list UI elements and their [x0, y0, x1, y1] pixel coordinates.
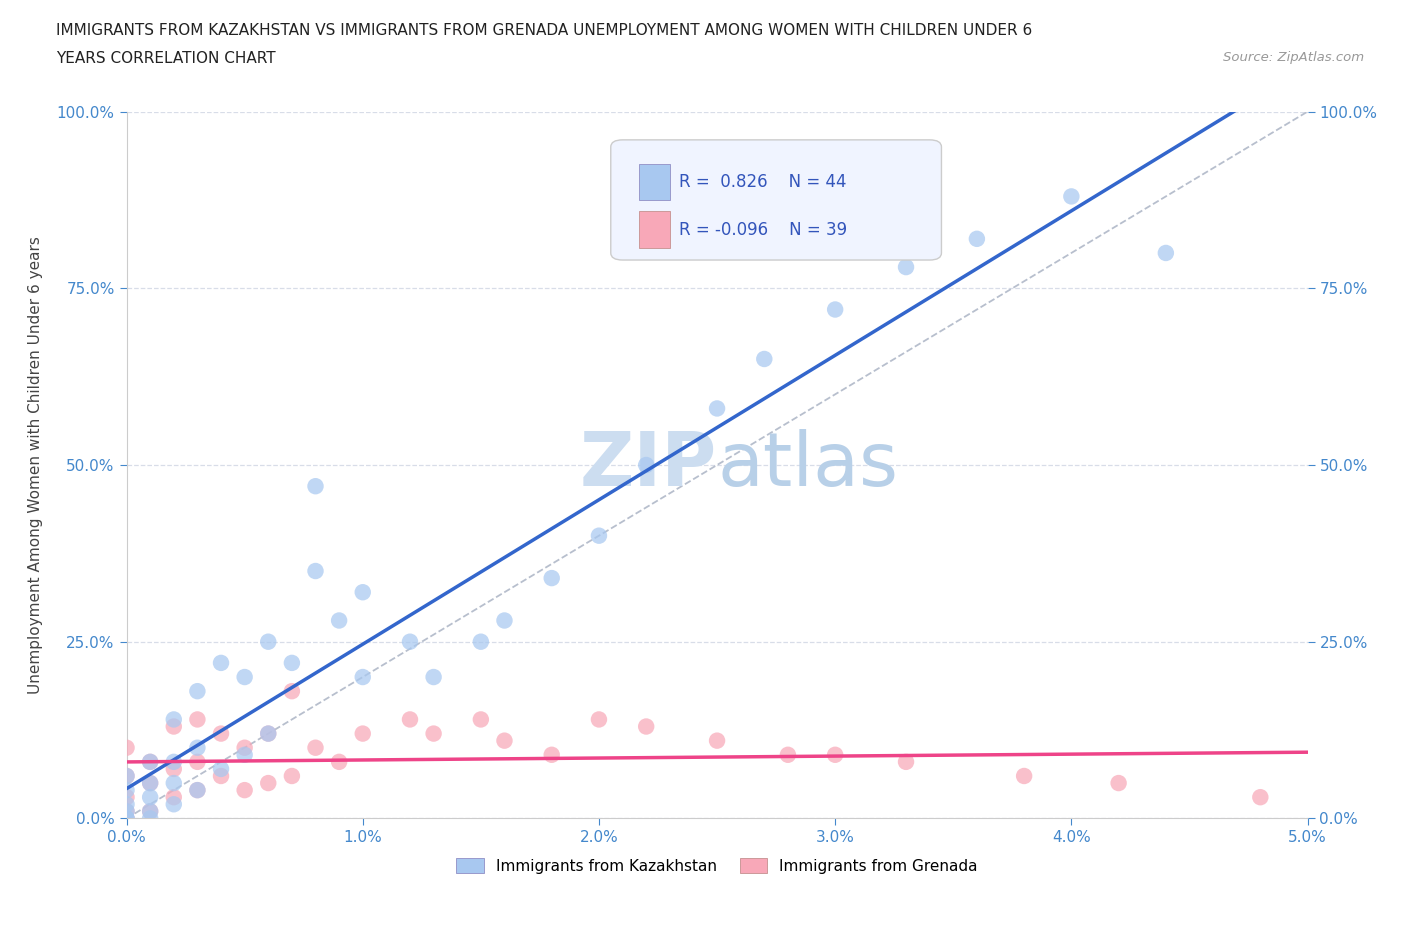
Text: YEARS CORRELATION CHART: YEARS CORRELATION CHART — [56, 51, 276, 66]
Point — [257, 776, 280, 790]
Point — [115, 811, 138, 826]
Text: R = -0.096    N = 39: R = -0.096 N = 39 — [679, 220, 848, 239]
Point — [470, 634, 492, 649]
Point — [422, 726, 444, 741]
Text: ZIP: ZIP — [579, 429, 717, 501]
Point — [894, 259, 917, 274]
Point — [163, 762, 186, 777]
Point — [233, 670, 256, 684]
Point — [115, 768, 138, 783]
Point — [163, 790, 186, 804]
Point — [1012, 768, 1035, 783]
Point — [233, 748, 256, 763]
Point — [163, 712, 186, 727]
Text: R =  0.826    N = 44: R = 0.826 N = 44 — [679, 173, 846, 191]
Point — [352, 726, 374, 741]
Point — [824, 302, 846, 317]
Point — [186, 684, 208, 698]
Point — [209, 726, 232, 741]
Point — [233, 740, 256, 755]
Point — [706, 401, 728, 416]
Point — [1108, 776, 1130, 790]
Point — [115, 811, 138, 826]
Point — [636, 719, 658, 734]
Point — [186, 783, 208, 798]
Point — [894, 754, 917, 769]
Legend: Immigrants from Kazakhstan, Immigrants from Grenada: Immigrants from Kazakhstan, Immigrants f… — [449, 850, 986, 882]
Point — [163, 776, 186, 790]
Point — [186, 754, 208, 769]
Point — [399, 634, 422, 649]
Point — [209, 768, 232, 783]
Point — [115, 811, 138, 826]
Point — [139, 776, 162, 790]
Point — [139, 804, 162, 818]
Point — [494, 733, 516, 748]
FancyBboxPatch shape — [610, 140, 942, 260]
Point — [824, 748, 846, 763]
Text: IMMIGRANTS FROM KAZAKHSTAN VS IMMIGRANTS FROM GRENADA UNEMPLOYMENT AMONG WOMEN W: IMMIGRANTS FROM KAZAKHSTAN VS IMMIGRANTS… — [56, 23, 1032, 38]
Point — [209, 656, 232, 671]
Point — [257, 726, 280, 741]
Point — [540, 571, 562, 586]
Point — [636, 458, 658, 472]
Point — [163, 754, 186, 769]
Point — [209, 762, 232, 777]
Point — [139, 790, 162, 804]
Point — [776, 748, 799, 763]
Point — [706, 733, 728, 748]
Point — [281, 656, 304, 671]
Point — [1060, 189, 1083, 204]
Point — [966, 232, 988, 246]
Point — [139, 754, 162, 769]
Point — [588, 712, 610, 727]
Point — [163, 797, 186, 812]
Point — [1154, 246, 1177, 260]
Point — [281, 684, 304, 698]
Text: Source: ZipAtlas.com: Source: ZipAtlas.com — [1223, 51, 1364, 64]
Point — [754, 352, 776, 366]
Point — [470, 712, 492, 727]
Point — [281, 768, 304, 783]
Point — [422, 670, 444, 684]
Point — [304, 564, 326, 578]
Point — [115, 768, 138, 783]
Y-axis label: Unemployment Among Women with Children Under 6 years: Unemployment Among Women with Children U… — [28, 236, 42, 694]
Point — [233, 783, 256, 798]
Point — [163, 719, 186, 734]
Point — [139, 804, 162, 818]
Point — [115, 797, 138, 812]
Point — [186, 712, 208, 727]
Point — [328, 613, 350, 628]
Point — [304, 479, 326, 494]
Point — [328, 754, 350, 769]
Point — [115, 790, 138, 804]
Point — [352, 585, 374, 600]
Point — [399, 712, 422, 727]
Point — [139, 811, 162, 826]
Point — [1249, 790, 1271, 804]
Point — [115, 804, 138, 818]
Text: atlas: atlas — [717, 429, 898, 501]
Point — [115, 740, 138, 755]
Point — [115, 804, 138, 818]
Point — [494, 613, 516, 628]
Point — [115, 783, 138, 798]
Point — [257, 726, 280, 741]
Point — [540, 748, 562, 763]
FancyBboxPatch shape — [640, 211, 669, 248]
Point — [186, 740, 208, 755]
Point — [139, 776, 162, 790]
Point — [352, 670, 374, 684]
Point — [139, 754, 162, 769]
Point — [186, 783, 208, 798]
FancyBboxPatch shape — [640, 164, 669, 200]
Point — [588, 528, 610, 543]
Point — [257, 634, 280, 649]
Point — [304, 740, 326, 755]
